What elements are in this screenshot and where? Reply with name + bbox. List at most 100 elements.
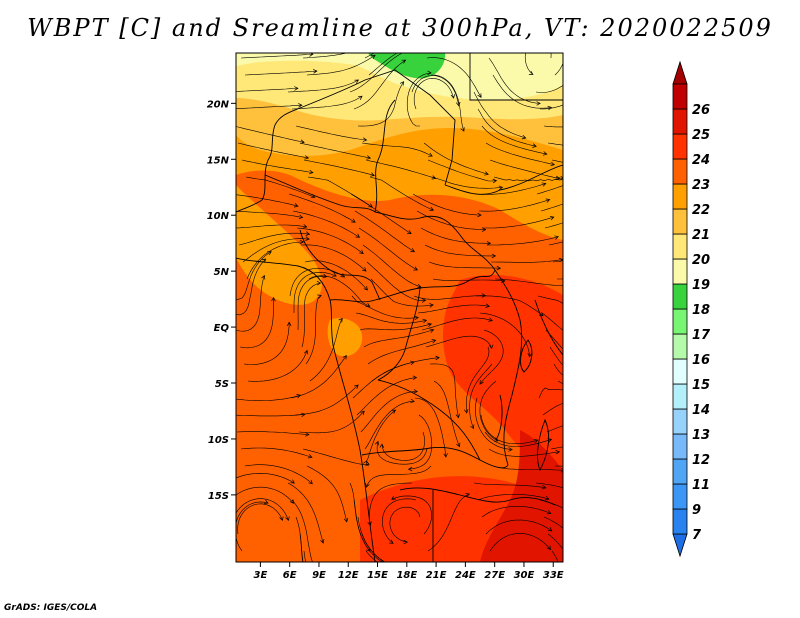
- streamline: [240, 447, 312, 458]
- colorbar-swatch: [672, 233, 688, 260]
- country-borders: [236, 53, 563, 562]
- streamline: [427, 159, 497, 182]
- streamline: [297, 275, 327, 331]
- streamline: [479, 329, 504, 385]
- field-band-22-center: [327, 318, 363, 357]
- streamline: [480, 414, 538, 444]
- streamline-arrowhead: [308, 169, 314, 175]
- streamline: [427, 493, 470, 552]
- streamline: [366, 465, 432, 488]
- streamline: [366, 261, 426, 301]
- streamline: [349, 53, 403, 93]
- border-a: [299, 69, 456, 186]
- streamline-arrowhead: [427, 70, 432, 76]
- streamline: [541, 312, 563, 331]
- streamline: [546, 425, 563, 433]
- lake-2: [537, 418, 550, 472]
- streamline: [367, 339, 436, 365]
- streamline-arrowhead: [332, 272, 337, 277]
- streamline: [244, 70, 317, 76]
- streamline: [370, 278, 434, 307]
- streamline-arrowhead: [354, 79, 360, 84]
- streamline: [557, 278, 563, 280]
- border-c: [374, 99, 396, 213]
- streamline-arrowhead: [598, 349, 602, 353]
- streamline-arrowhead: [614, 419, 618, 423]
- streamline-arrowhead: [550, 161, 556, 167]
- streamline-arrowhead: [305, 231, 311, 236]
- streamline-arrowhead: [369, 43, 373, 47]
- streamline-arrowhead: [541, 485, 547, 490]
- streamline-arrowhead: [293, 203, 299, 208]
- streamline-arrowhead: [625, 391, 629, 395]
- streamline: [352, 361, 415, 399]
- streamline: [365, 409, 396, 467]
- streamline: [357, 81, 404, 127]
- colorbar-swatch: [672, 333, 688, 360]
- streamline-arrowhead: [615, 386, 619, 390]
- streamline-arrowhead: [267, 251, 272, 256]
- streamline-arrowhead: [294, 86, 299, 91]
- streamline: [417, 304, 490, 314]
- streamline: [411, 75, 460, 106]
- colorbar-swatch: [672, 283, 688, 310]
- streamline: [369, 176, 434, 211]
- streamline: [236, 88, 298, 92]
- map-frame: [235, 52, 564, 563]
- streamline: [381, 431, 425, 461]
- streamline-arrowhead: [615, 153, 619, 157]
- streamline: [368, 53, 398, 76]
- colorbar-level-label: 15: [692, 378, 710, 393]
- streamline: [481, 125, 547, 155]
- colorbar-swatch: [672, 83, 688, 110]
- streamline: [303, 159, 375, 176]
- streamline-arrowhead: [354, 384, 359, 389]
- streamline-arrowhead: [479, 380, 484, 385]
- streamline: [292, 210, 360, 238]
- lon-tick-label: 24E: [455, 570, 476, 581]
- streamline: [356, 377, 417, 416]
- streamline-arrowhead: [410, 248, 416, 253]
- streamline: [478, 199, 550, 212]
- longitude-axis: 3E 6E 9E 12E 15E 18E 21E 24E 27E 30E 33E: [254, 562, 564, 581]
- streamline: [369, 482, 413, 526]
- colorbar-level-label: 16: [692, 353, 710, 368]
- streamline-arrowhead: [374, 440, 380, 446]
- streamline-arrowhead: [298, 103, 303, 108]
- field-band-19: [236, 53, 563, 100]
- streamline: [236, 258, 266, 316]
- streamline-arrowhead: [391, 495, 396, 500]
- streamline: [543, 125, 563, 128]
- border-g: [299, 229, 381, 301]
- streamline-arrowhead: [422, 318, 428, 324]
- streamline: [493, 176, 563, 182]
- streamline: [492, 465, 563, 471]
- streamline-arrowhead: [413, 389, 419, 394]
- streamline-arrowhead: [455, 413, 460, 419]
- streamline-arrowhead: [412, 375, 418, 380]
- streamline: [237, 503, 283, 535]
- streamline: [491, 259, 563, 263]
- streamline-arrowhead: [601, 318, 605, 322]
- streamline: [433, 380, 460, 447]
- streamline-arrowhead: [435, 355, 440, 361]
- streamline-arrowhead: [370, 172, 376, 177]
- streamline-arrowhead: [485, 303, 491, 308]
- streamline-arrowhead: [296, 394, 301, 399]
- streamline-arrowhead: [428, 41, 432, 45]
- colorbar-swatch: [672, 183, 688, 210]
- streamline: [487, 236, 559, 246]
- streamline-arrowhead: [325, 592, 329, 595]
- streamline-arrowhead: [602, 498, 606, 502]
- streamline-arrowhead: [366, 155, 372, 160]
- border-d: [374, 211, 496, 271]
- streamline: [309, 318, 343, 382]
- lon-tick-label: 18E: [396, 570, 417, 581]
- lake-1: [520, 339, 533, 373]
- streamline-arrowhead: [559, 175, 563, 181]
- streamline-arrowhead: [421, 298, 427, 303]
- streamline: [551, 550, 559, 562]
- streamline-arrowhead: [544, 495, 550, 501]
- lat-tick-label: 15S: [208, 491, 229, 502]
- field-band-22-west: [236, 185, 323, 305]
